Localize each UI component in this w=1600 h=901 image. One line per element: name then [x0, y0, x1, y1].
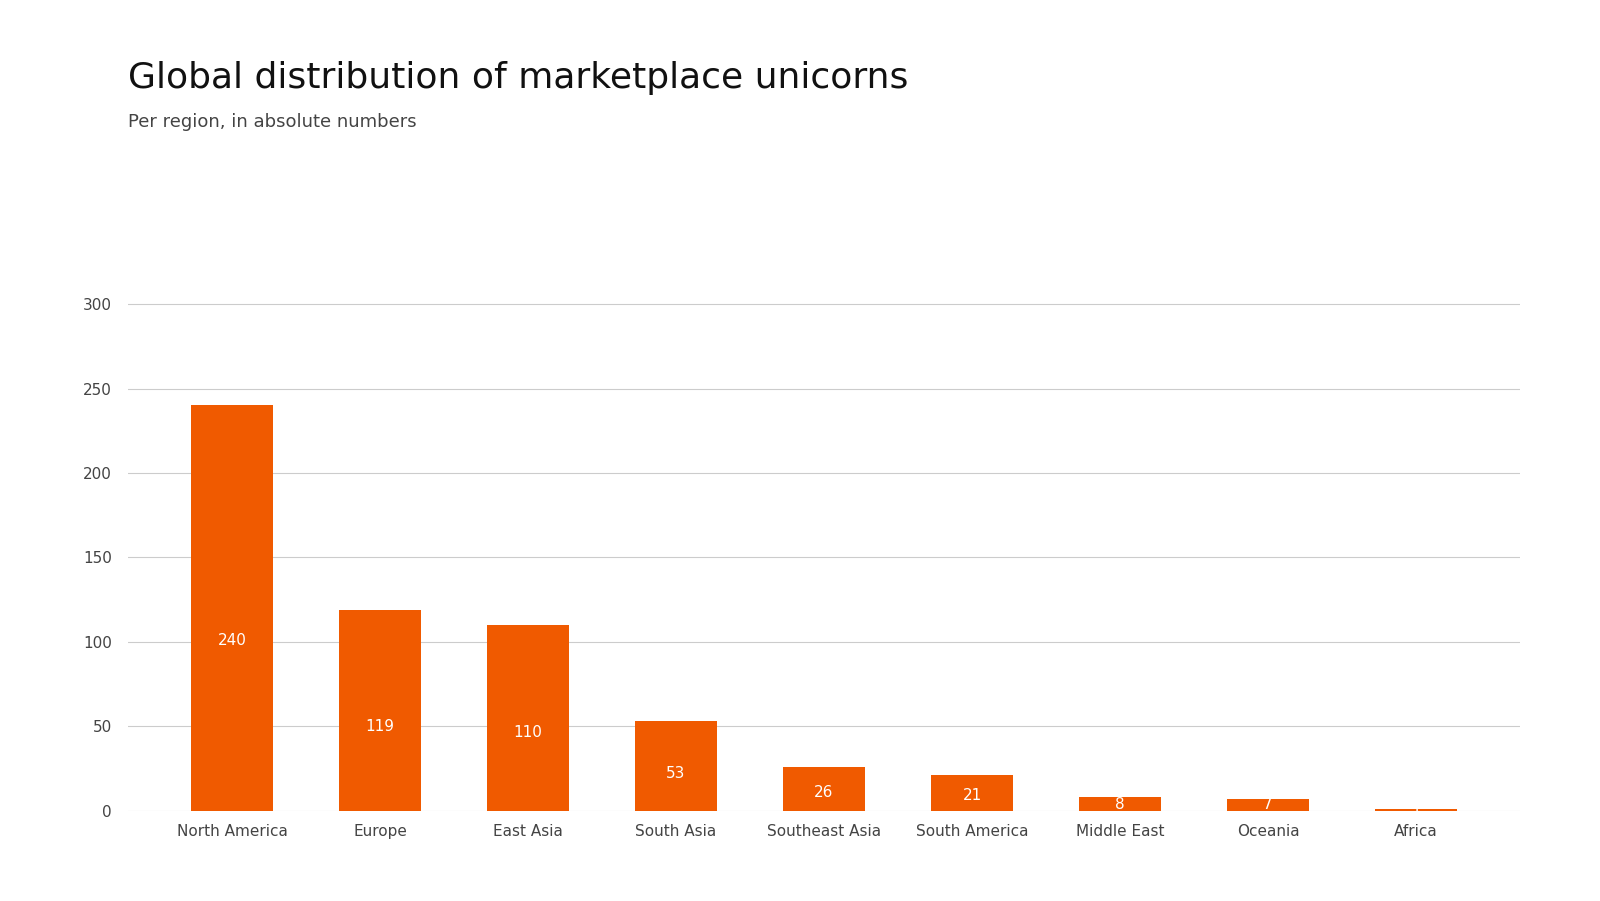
Bar	[635, 722, 717, 811]
Text: Per region, in absolute numbers: Per region, in absolute numbers	[128, 113, 416, 131]
Text: 110: 110	[514, 725, 542, 741]
Text: Si: Si	[1480, 27, 1530, 78]
Bar	[931, 776, 1013, 811]
Text: 53: 53	[666, 766, 686, 781]
Text: 7: 7	[1264, 797, 1274, 813]
Bar	[488, 625, 568, 811]
Text: 119: 119	[365, 719, 395, 734]
Text: Global distribution of marketplace unicorns: Global distribution of marketplace unico…	[128, 60, 909, 95]
Bar	[192, 405, 272, 811]
Text: 8: 8	[1115, 796, 1125, 812]
Bar	[339, 610, 421, 811]
Bar	[1080, 797, 1160, 811]
Text: 21: 21	[962, 788, 982, 804]
Bar	[784, 767, 864, 811]
Bar	[1376, 809, 1456, 811]
Text: 240: 240	[218, 633, 246, 648]
Bar	[1227, 799, 1309, 811]
Text: 26: 26	[814, 785, 834, 800]
Text: 1: 1	[1411, 803, 1421, 817]
